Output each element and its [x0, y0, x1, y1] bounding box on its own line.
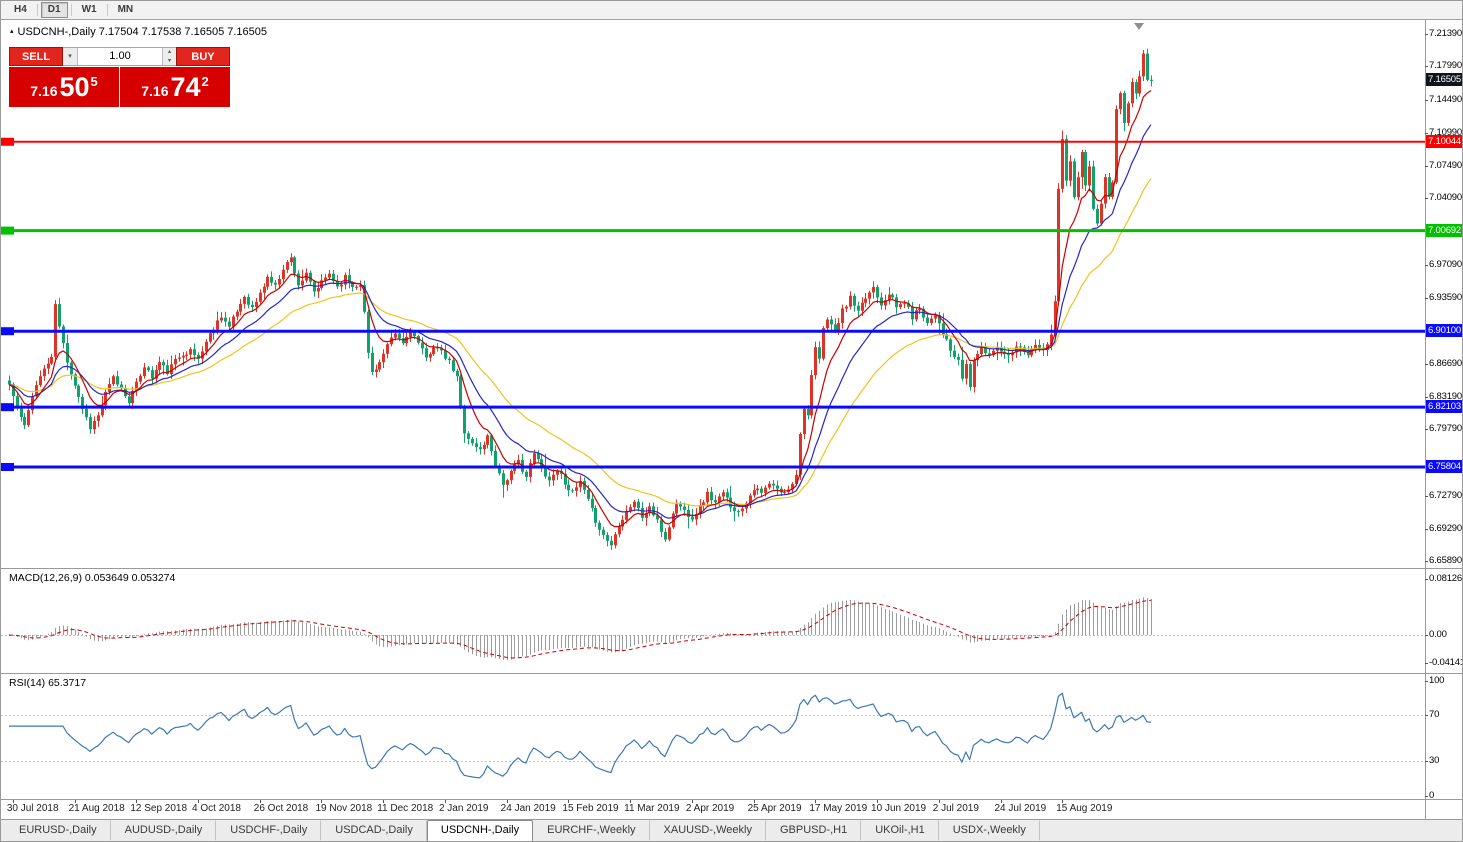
toolbar-separator: [36, 4, 38, 16]
tab-gbpusd[interactable]: GBPUSD-,H1: [766, 820, 862, 841]
tab-eurchf[interactable]: EURCHF-,Weekly: [533, 820, 650, 841]
timeframe-button-h4[interactable]: H4: [7, 2, 34, 18]
bid-ask-row: 7.16 50 5 7.16 74 2: [9, 67, 230, 107]
chart-ohlc-text: USDCNH-,Daily 7.17504 7.17538 7.16505 7.…: [17, 26, 268, 38]
volume-dropdown-icon[interactable]: ▾: [63, 48, 78, 65]
tab-usdcnh[interactable]: USDCNH-,Daily: [426, 820, 534, 841]
timeframe-toolbar: H4 D1 W1 MN: [1, 1, 1462, 20]
bid-price-display[interactable]: 7.16 50 5: [9, 67, 119, 107]
toolbar-separator: [106, 4, 108, 16]
timeframe-button-d1[interactable]: D1: [40, 2, 68, 18]
volume-input[interactable]: 1.00: [109, 50, 131, 62]
one-click-trading-panel: SELL ▾ 1.00 ▴ ▾ BUY 7.16 50 5 7.16 74 2: [9, 47, 230, 107]
tab-eurusd[interactable]: EURUSD-,Daily: [5, 820, 111, 841]
tab-usdchf[interactable]: USDCHF-,Daily: [216, 820, 322, 841]
bid-price-pip: 5: [90, 74, 98, 89]
volume-increase-button[interactable]: ▴: [163, 48, 176, 57]
buy-button[interactable]: BUY: [176, 47, 230, 66]
volume-spinner: ▴ ▾: [162, 48, 176, 65]
toolbar-separator: [70, 4, 72, 16]
tab-usdx[interactable]: USDX-,Weekly: [939, 820, 1040, 841]
ask-price-display[interactable]: 7.16 74 2: [120, 67, 230, 107]
trade-buttons-row: SELL ▾ 1.00 ▴ ▾ BUY: [9, 47, 230, 66]
tab-xauusd[interactable]: XAUUSD-,Weekly: [650, 820, 766, 841]
bid-price-big: 50: [59, 72, 90, 102]
sell-button[interactable]: SELL: [9, 47, 63, 66]
one-click-panel-toggle-icon[interactable]: ▴: [10, 28, 14, 35]
timeframe-button-w1[interactable]: W1: [75, 2, 104, 18]
ask-price-pip: 2: [201, 74, 209, 89]
tab-ukoil[interactable]: UKOil-,H1: [861, 820, 939, 841]
tab-audusd[interactable]: AUDUSD-,Daily: [111, 820, 217, 841]
volume-field: ▾ 1.00 ▴ ▾: [63, 47, 176, 66]
bid-price-prefix: 7.16: [30, 83, 58, 99]
tab-usdcad[interactable]: USDCAD-,Daily: [321, 820, 427, 841]
volume-decrease-button[interactable]: ▾: [163, 56, 176, 65]
ask-price-big: 74: [170, 72, 201, 102]
symbol-tabbar: EURUSD-,Daily AUDUSD-,Daily USDCHF-,Daily U…: [1, 819, 1462, 841]
chart-title: ▴ USDCNH-,Daily 7.17504 7.17538 7.16505 7…: [10, 26, 267, 38]
timeframe-button-mn[interactable]: MN: [111, 2, 141, 18]
ask-price-prefix: 7.16: [141, 83, 169, 99]
